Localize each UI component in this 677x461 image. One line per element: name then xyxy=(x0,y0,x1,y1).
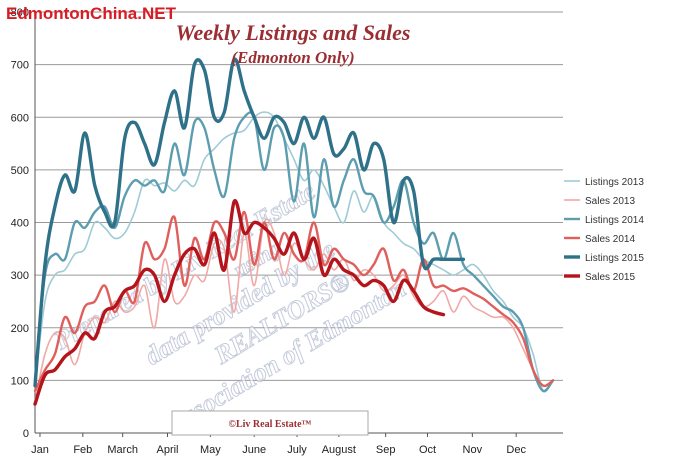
x-tick-label: June xyxy=(242,444,266,456)
x-tick-label: Oct xyxy=(419,444,436,456)
series-line-sales-2015 xyxy=(33,199,446,406)
x-tick-label: Dec xyxy=(506,444,526,456)
x-tick-label: Jan xyxy=(31,444,49,456)
y-tick-label: 500 xyxy=(11,165,29,177)
legend-label-sales-2014: Sales 2014 xyxy=(585,234,635,245)
y-tick-label: 200 xyxy=(11,323,29,335)
y-tick-label: 300 xyxy=(11,270,29,282)
x-tick-label: August xyxy=(322,444,356,456)
x-tick-label: Sep xyxy=(376,444,396,456)
legend-label-listings-2013: Listings 2013 xyxy=(585,177,644,188)
y-tick-label: 600 xyxy=(11,112,29,124)
series-line-listings-2014 xyxy=(33,111,555,393)
series-line-listings-2015 xyxy=(33,57,466,388)
y-tick-label: 100 xyxy=(11,375,29,387)
y-tick-label: 400 xyxy=(11,218,29,230)
chart-subtitle: (Edmonton Only) xyxy=(231,48,354,67)
y-tick-label: 0 xyxy=(23,428,29,440)
legend-label-listings-2015: Listings 2015 xyxy=(585,253,644,264)
x-tick-label: Feb xyxy=(73,444,92,456)
brand-logo-text: EdmontonChina.NET xyxy=(6,4,177,23)
chart-title: Weekly Listings and Sales xyxy=(176,20,411,45)
series-layer xyxy=(33,57,555,406)
legend-label-listings-2014: Listings 2014 xyxy=(585,215,644,226)
legend-label-sales-2013: Sales 2013 xyxy=(585,196,635,207)
y-tick-labels: 0 100 200 300 400 500 600 700 800 xyxy=(11,7,29,440)
x-tick-label: April xyxy=(156,444,178,456)
credit-text: ©Liv Real Estate™ xyxy=(228,419,311,430)
x-tick-labels: Jan Feb March April May June July August Sep Oct N… xyxy=(31,433,526,456)
legend-label-sales-2015: Sales 2015 xyxy=(585,272,635,283)
x-tick-label: May xyxy=(200,444,221,456)
y-tick-label: 800 xyxy=(11,7,29,19)
legend: Listings 2013 Sales 2013 Listings 2014 Sale… xyxy=(564,177,644,283)
x-tick-label: July xyxy=(287,444,307,456)
x-tick-label: March xyxy=(107,444,138,456)
credit-box xyxy=(171,410,369,436)
y-tick-label: 700 xyxy=(11,60,29,72)
x-tick-label: Nov xyxy=(463,444,483,456)
